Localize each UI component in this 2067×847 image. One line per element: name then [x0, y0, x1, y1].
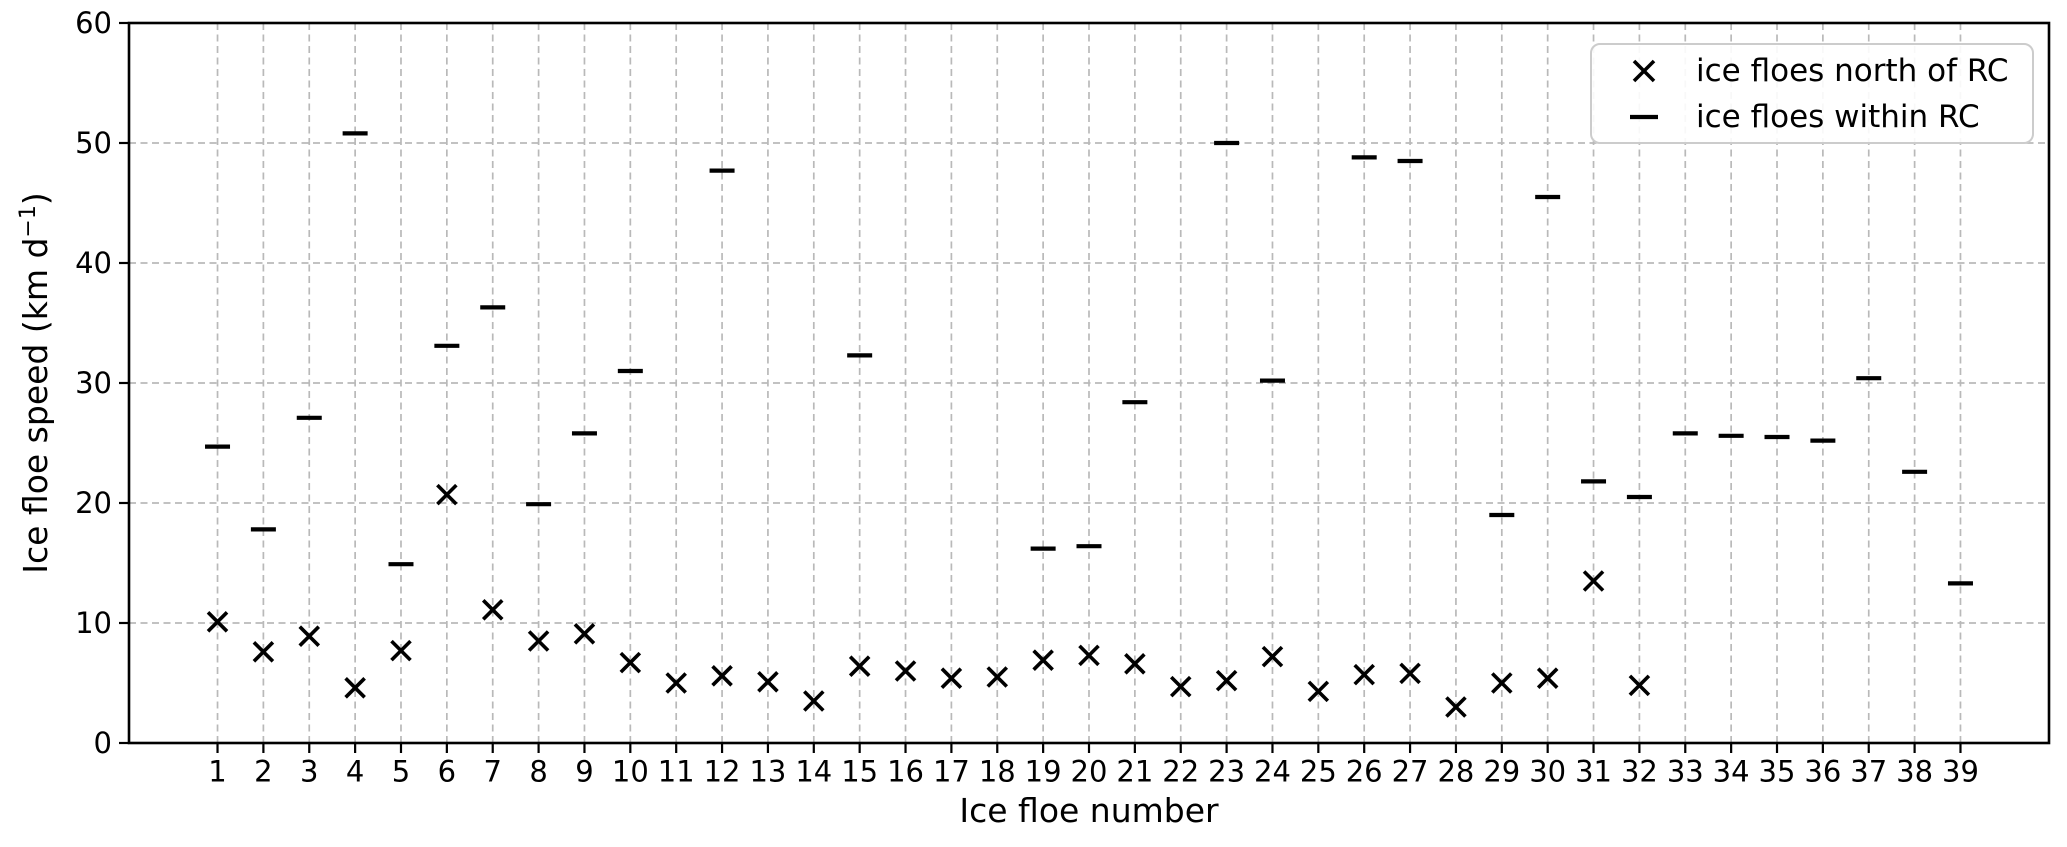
x-tick-label: 37	[1850, 755, 1887, 789]
x-tick-label: 15	[841, 755, 878, 789]
data-point-north-x	[619, 651, 642, 674]
x-tick-label: 31	[1575, 755, 1612, 789]
x-marker-icon	[1592, 53, 1696, 89]
x-tick-label: 27	[1392, 755, 1429, 789]
x-tick-label: 21	[1116, 755, 1153, 789]
x-tick-label: 25	[1300, 755, 1337, 789]
data-point-north-x	[1307, 680, 1330, 703]
y-axis-title-text: Ice floe speed (km d	[16, 237, 55, 574]
x-tick-label: 28	[1437, 755, 1474, 789]
x-tick-label: 8	[529, 755, 547, 789]
x-tick-label: 38	[1896, 755, 1933, 789]
data-point-north-x	[1399, 662, 1421, 685]
data-point-north-x	[481, 599, 504, 621]
data-point-north-x	[1169, 675, 1192, 698]
x-axis-title: Ice floe number	[959, 791, 1219, 830]
x-tick-label: 1	[208, 755, 226, 789]
x-tick-label: 9	[575, 755, 593, 789]
data-point-north-x	[1124, 653, 1146, 675]
y-tick-label: 0	[94, 726, 112, 760]
y-axis-title-close: )	[16, 192, 55, 206]
data-point-north-x	[1491, 672, 1513, 694]
plot-border	[127, 21, 2051, 745]
data-point-north-x	[344, 677, 366, 699]
x-tick-label: 2	[254, 755, 272, 789]
x-tick-label: 35	[1759, 755, 1796, 789]
legend: ice floes north of RC ice floes within R…	[1590, 43, 2034, 144]
data-point-north-x	[252, 641, 275, 663]
data-point-north-x	[711, 665, 733, 687]
data-point-north-x	[1445, 696, 1467, 718]
x-tick-label: 18	[979, 755, 1016, 789]
x-tick-label: 12	[704, 755, 741, 789]
y-axis-title-superscript: −1	[16, 205, 41, 238]
data-point-north-x	[1215, 669, 1238, 692]
dash-marker-icon	[1592, 99, 1696, 135]
x-tick-label: 24	[1254, 755, 1291, 789]
data-point-north-x	[986, 666, 1009, 688]
data-point-north-x	[298, 625, 321, 647]
y-tick-label: 50	[75, 126, 112, 160]
legend-label-north-of-rc: ice floes north of RC	[1696, 52, 2009, 89]
data-point-north-x	[1582, 570, 1605, 592]
x-tick-label: 20	[1071, 755, 1108, 789]
data-point-north-x	[1628, 674, 1651, 697]
data-point-north-x	[1032, 649, 1054, 671]
x-tick-label: 5	[392, 755, 410, 789]
x-tick-label: 3	[300, 755, 318, 789]
data-point-north-x	[527, 630, 550, 652]
x-tick-label: 7	[484, 755, 502, 789]
y-axis-title: Ice floe speed (km d−1)	[13, 23, 59, 743]
y-tick-label: 30	[75, 366, 112, 400]
data-point-north-x	[206, 611, 229, 633]
data-point-north-x	[803, 690, 825, 712]
data-point-north-x	[757, 671, 779, 693]
x-tick-label: 4	[346, 755, 364, 789]
x-tick-label: 39	[1942, 755, 1979, 789]
x-tick-label: 14	[795, 755, 832, 789]
x-tick-label: 16	[887, 755, 924, 789]
legend-label-within-rc: ice floes within RC	[1696, 98, 1980, 135]
x-tick-label: 13	[749, 755, 786, 789]
x-tick-label: 32	[1621, 755, 1658, 789]
x-tick-label: 10	[612, 755, 649, 789]
x-tick-label: 22	[1162, 755, 1199, 789]
x-tick-label: 33	[1667, 755, 1704, 789]
data-point-north-x	[894, 660, 917, 682]
x-tick-label: 30	[1529, 755, 1566, 789]
y-tick-label: 60	[75, 6, 112, 40]
data-point-north-x	[665, 672, 687, 694]
data-point-north-x	[436, 483, 458, 506]
x-tick-label: 34	[1713, 755, 1750, 789]
data-point-north-x	[940, 667, 963, 689]
data-point-north-x	[1536, 667, 1559, 689]
data-point-north-x	[390, 639, 412, 662]
legend-item-within-rc: ice floes within RC	[1592, 94, 2032, 140]
x-tick-label: 6	[438, 755, 456, 789]
data-point-north-x	[1078, 644, 1100, 667]
x-tick-label: 36	[1804, 755, 1841, 789]
x-tick-label: 29	[1483, 755, 1520, 789]
y-tick-label: 40	[75, 246, 112, 280]
x-tick-label: 19	[1025, 755, 1062, 789]
x-tick-label: 23	[1208, 755, 1245, 789]
data-point-north-x	[1353, 663, 1375, 686]
data-point-north-x	[573, 623, 596, 645]
x-tick-label: 26	[1346, 755, 1383, 789]
y-tick-label: 20	[75, 486, 112, 520]
data-point-north-x	[1261, 645, 1284, 668]
legend-item-north-of-rc: ice floes north of RC	[1592, 48, 2032, 94]
data-point-north-x	[848, 655, 871, 677]
x-tick-label: 17	[933, 755, 970, 789]
y-tick-label: 10	[75, 606, 112, 640]
x-tick-label: 11	[658, 755, 695, 789]
